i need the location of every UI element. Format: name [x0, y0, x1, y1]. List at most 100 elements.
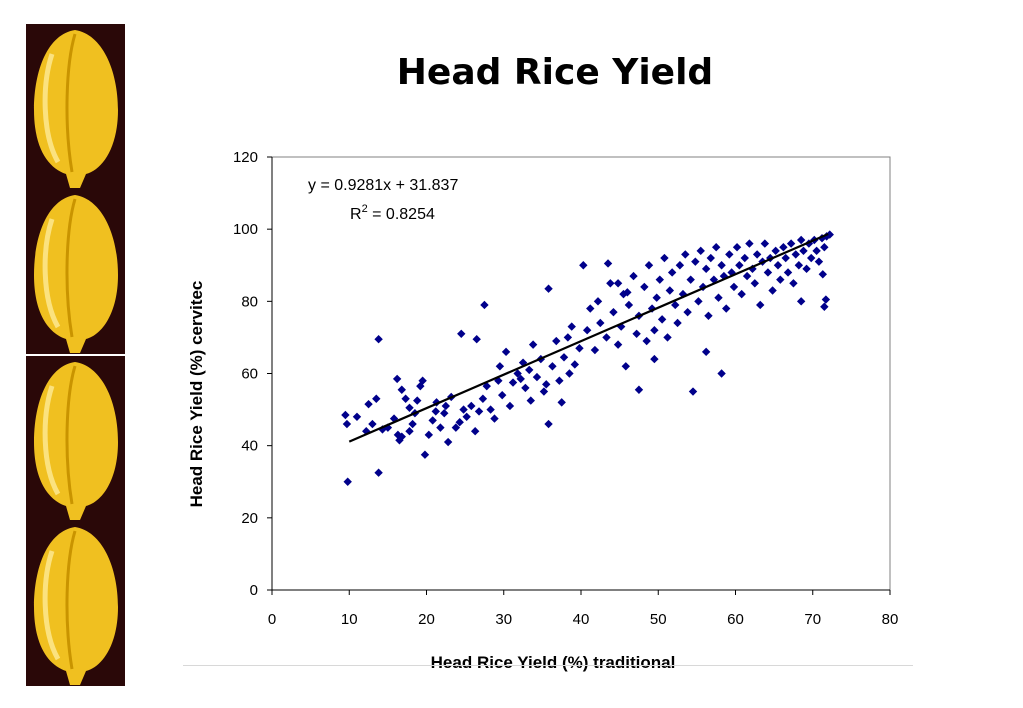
data-point [791, 250, 800, 259]
data-point [555, 376, 564, 385]
data-point [825, 230, 834, 239]
y-axis-ticks: 0 20 40 60 80 100 120 [233, 149, 272, 599]
r-squared-label: R2 = 0.8254 [350, 203, 435, 223]
data-point [341, 410, 350, 420]
data-point [688, 387, 698, 396]
x-axis-ticks: 0 10 20 30 40 50 60 70 80 [268, 590, 899, 628]
data-point [675, 261, 685, 270]
data-point [405, 403, 414, 412]
data-point [472, 335, 481, 344]
data-point [773, 261, 783, 270]
x-tick-label: 80 [882, 611, 899, 628]
x-tick-label: 30 [495, 611, 512, 628]
data-point [681, 250, 690, 259]
data-point [796, 235, 806, 245]
data-point [498, 390, 507, 400]
data-point [624, 300, 634, 310]
rice-grain-strip [26, 24, 125, 686]
data-point [582, 326, 592, 335]
data-point [789, 279, 798, 288]
data-point [725, 250, 734, 259]
data-point [794, 261, 804, 270]
data-point [397, 432, 406, 441]
data-point [405, 427, 414, 436]
data-point [807, 253, 816, 263]
data-point [455, 418, 464, 427]
data-point [722, 304, 731, 313]
data-point [771, 246, 780, 256]
data-point [616, 322, 626, 331]
data-point [470, 427, 480, 436]
data-point [650, 326, 659, 335]
data-point [548, 362, 557, 371]
data-point [457, 329, 466, 339]
data-point [763, 268, 773, 277]
data-point [528, 340, 538, 349]
x-tick-label: 70 [804, 611, 821, 628]
data-point [443, 437, 453, 447]
data-point [768, 286, 777, 295]
data-point [516, 374, 525, 384]
data-point [802, 264, 811, 274]
data-point [544, 419, 553, 429]
data-point [342, 419, 352, 429]
data-point [686, 275, 695, 284]
data-point [706, 253, 715, 263]
data-point [552, 336, 561, 346]
data-point [691, 257, 700, 266]
data-point [647, 304, 657, 313]
data-point [459, 405, 468, 414]
data-point [621, 362, 631, 371]
data-point [505, 401, 515, 411]
y-tick-label: 100 [233, 221, 258, 238]
data-point [364, 399, 373, 409]
data-point [776, 275, 785, 284]
data-point [590, 345, 600, 355]
data-point [397, 385, 406, 394]
data-point [821, 295, 831, 304]
data-point [714, 293, 723, 302]
x-tick-label: 20 [418, 611, 435, 628]
data-point [343, 477, 352, 486]
data-point [420, 450, 430, 459]
data-point [513, 369, 522, 378]
data-point [586, 304, 595, 313]
data-point [474, 407, 484, 416]
grain-divider [26, 354, 125, 356]
data-point [752, 250, 762, 259]
rice-grain-icon [34, 30, 118, 188]
trendline-equation: y = 0.9281x + 31.837 [308, 177, 458, 194]
footer-divider [183, 665, 913, 666]
data-point [698, 282, 708, 292]
data-point [575, 344, 584, 353]
data-point [368, 419, 377, 429]
data-point [593, 297, 603, 306]
slide-title: Head Rice Yield [396, 52, 714, 93]
data-point [732, 243, 742, 252]
data-point [374, 335, 383, 344]
data-point [644, 261, 654, 270]
y-tick-label: 0 [250, 582, 258, 599]
rice-grain-icon [34, 527, 118, 685]
data-point [629, 271, 638, 281]
x-tick-label: 40 [573, 611, 590, 628]
rice-grain-icon [34, 362, 118, 520]
data-point [750, 279, 760, 288]
data-point [418, 376, 427, 385]
data-point [711, 243, 721, 252]
data-point [783, 268, 793, 277]
data-point [596, 318, 605, 328]
data-point [817, 233, 827, 243]
y-tick-label: 80 [241, 293, 258, 310]
data-point [760, 239, 770, 248]
data-point [490, 414, 499, 423]
data-point [634, 385, 644, 394]
data-point [660, 253, 669, 263]
data-point [613, 279, 623, 288]
data-point [544, 284, 553, 293]
data-point [501, 347, 511, 357]
data-point [820, 302, 829, 311]
trendline [348, 232, 829, 443]
data-point [701, 264, 711, 274]
data-point [486, 405, 495, 414]
